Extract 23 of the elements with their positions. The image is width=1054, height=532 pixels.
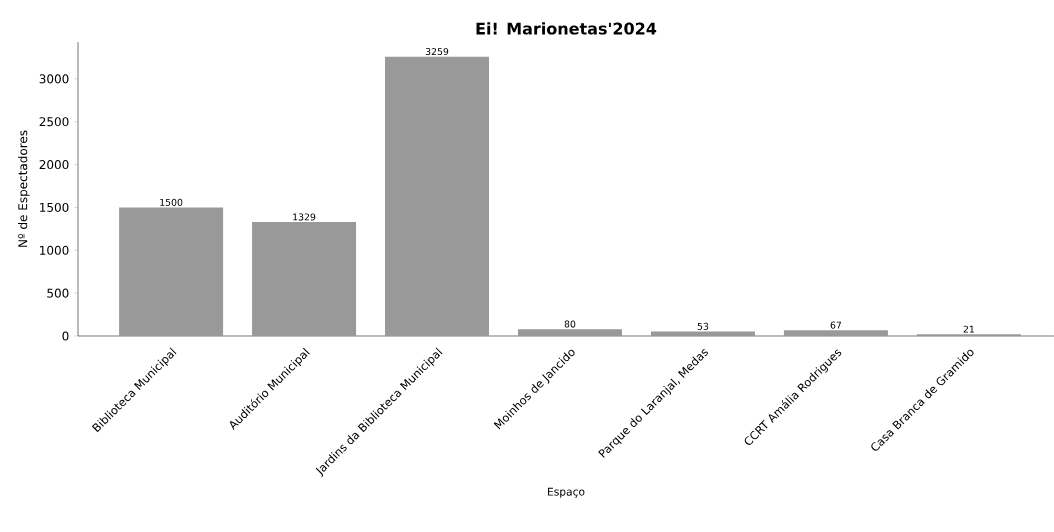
- y-axis-title: Nº de Espectadores: [18, 130, 30, 247]
- bar: [783, 330, 888, 336]
- data-label: 21: [963, 325, 974, 333]
- bar: [252, 222, 357, 336]
- bar: [650, 331, 755, 336]
- data-label: 1329: [293, 213, 316, 221]
- chart-title: Ei! Marionetas'2024: [476, 22, 657, 35]
- y-tick-label: 0: [62, 331, 69, 341]
- data-label: 53: [697, 322, 709, 330]
- y-tick-label: 1500: [40, 202, 69, 212]
- data-label: 80: [564, 320, 576, 328]
- bar: [385, 56, 490, 336]
- y-tick-label: 500: [47, 288, 69, 298]
- y-tick-label: 2000: [39, 160, 69, 170]
- y-tick-label: 2500: [39, 117, 69, 127]
- data-label: 3259: [425, 48, 449, 56]
- data-label: 1500: [160, 198, 183, 206]
- x-axis-title: Espaço: [548, 487, 585, 498]
- bar: [119, 207, 224, 336]
- y-tick-label: 3000: [39, 74, 69, 84]
- y-tick-label: 1000: [40, 245, 69, 255]
- data-label: 67: [830, 321, 842, 329]
- bar: [517, 329, 622, 336]
